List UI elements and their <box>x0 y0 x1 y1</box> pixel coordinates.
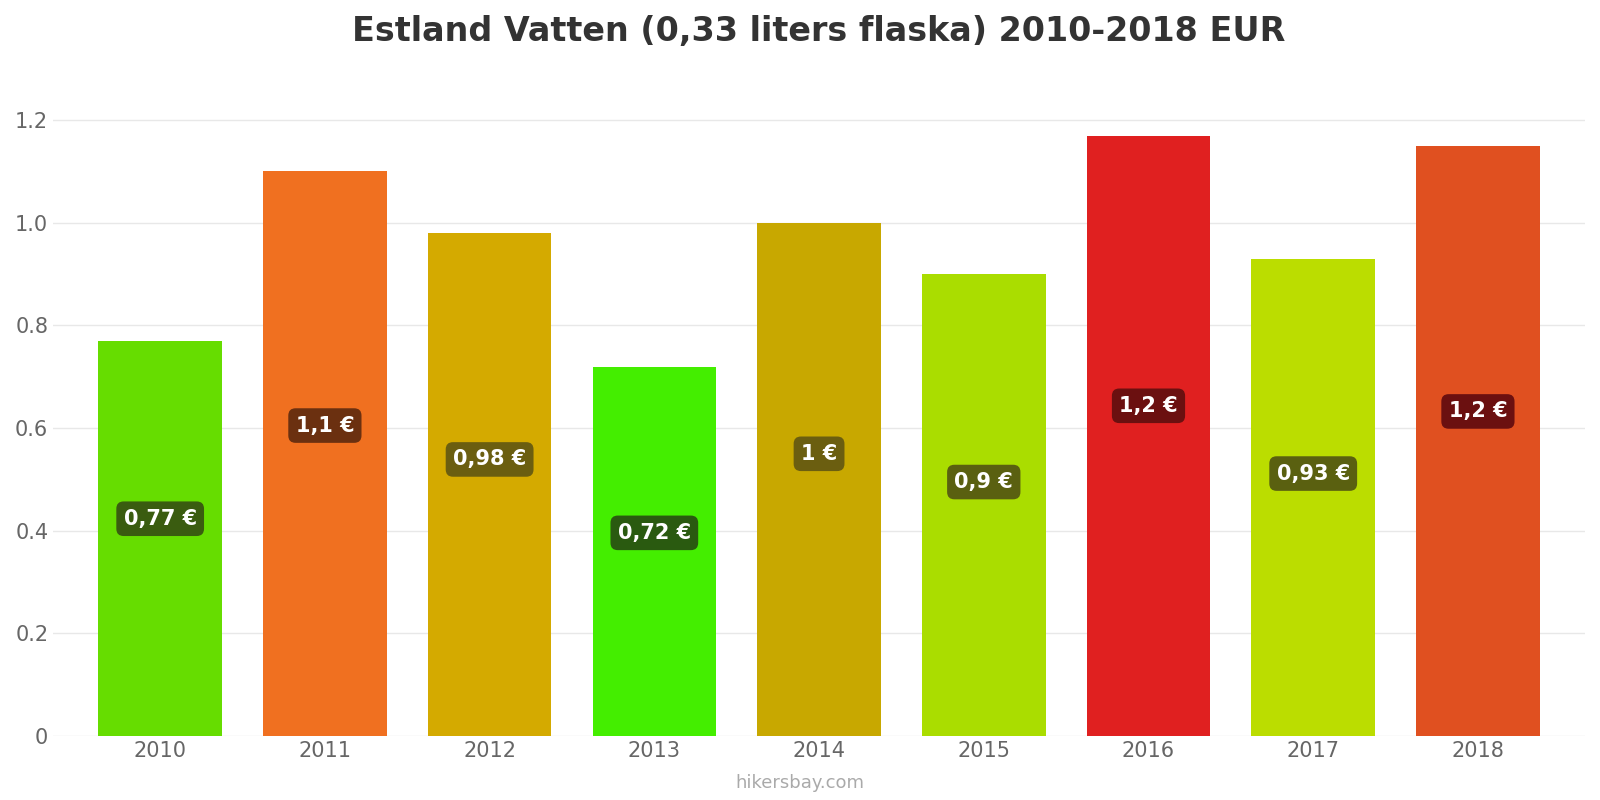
Bar <box>1251 258 1374 736</box>
Text: 1,1 €: 1,1 € <box>296 415 354 435</box>
Bar <box>1416 146 1539 736</box>
Text: 0,9 €: 0,9 € <box>954 472 1013 492</box>
Bar <box>427 233 552 736</box>
Text: 1,2 €: 1,2 € <box>1448 402 1507 422</box>
Title: Estland Vatten (0,33 liters flaska) 2010-2018 EUR: Estland Vatten (0,33 liters flaska) 2010… <box>352 15 1286 48</box>
Text: 1,2 €: 1,2 € <box>1118 396 1178 416</box>
Bar <box>757 222 882 736</box>
Bar <box>592 366 717 736</box>
Text: 0,93 €: 0,93 € <box>1277 463 1350 483</box>
Bar <box>262 171 387 736</box>
Text: 0,98 €: 0,98 € <box>453 450 526 470</box>
Bar <box>99 341 222 736</box>
Text: 1 €: 1 € <box>802 444 837 464</box>
Text: 0,72 €: 0,72 € <box>618 523 691 543</box>
Text: 0,77 €: 0,77 € <box>123 509 197 529</box>
Bar <box>922 274 1045 736</box>
Bar <box>1086 135 1210 736</box>
Text: hikersbay.com: hikersbay.com <box>736 774 864 792</box>
